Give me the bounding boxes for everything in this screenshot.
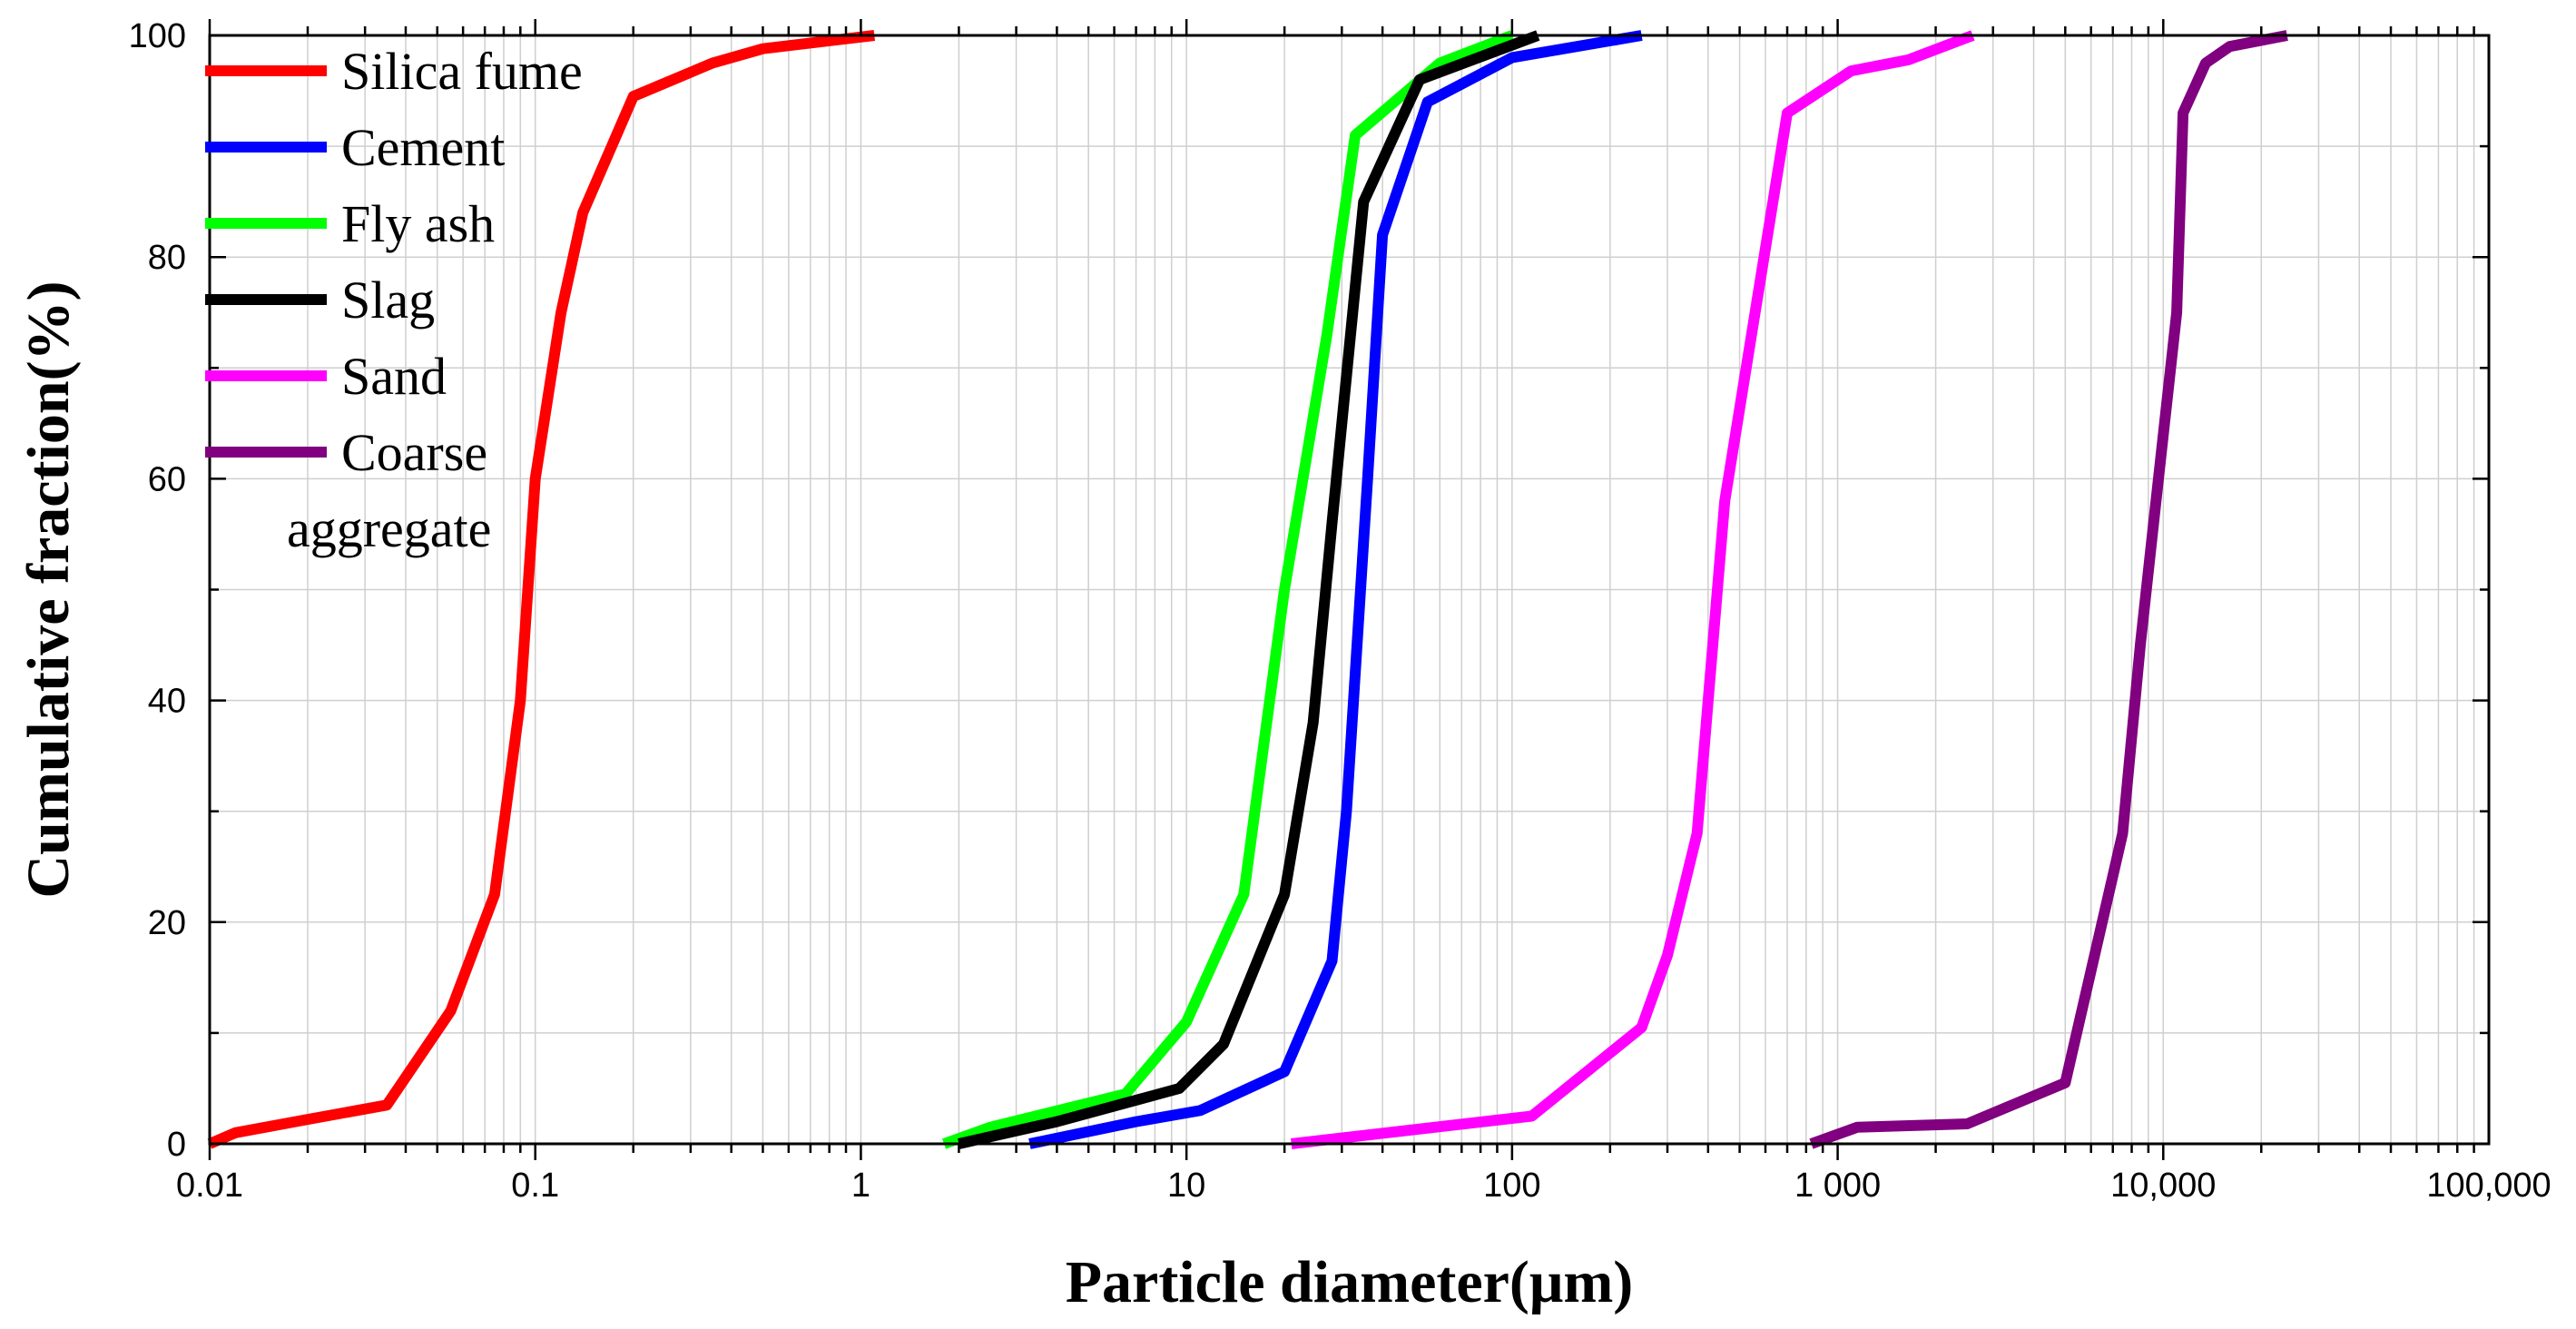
x-tick-label: 100 [1483, 1167, 1540, 1205]
x-tick-label: 1 [851, 1167, 870, 1205]
x-tick-label: 100,000 [2426, 1167, 2551, 1205]
legend-label-silica-fume: Silica fume [341, 42, 583, 101]
x-tick-label: 0.01 [176, 1167, 243, 1205]
legend: Silica fume Cement Fly ash Slag Sand Coarse ag… [205, 42, 583, 558]
legend-label-coarse-aggregate: Coarse [341, 423, 487, 482]
y-axis-tick-labels: 0 20 40 60 80 100 [129, 17, 186, 1164]
series-line-fly-ash [941, 30, 1515, 1149]
legend-label-slag: Slag [341, 271, 435, 330]
x-axis-tick-labels: 0.01 0.1 1 10 100 1 000 10,000 100,000 [176, 1167, 2551, 1205]
series-line-coarse-aggregate [1809, 30, 2288, 1149]
legend-label-coarse-aggregate: aggregate [287, 499, 491, 558]
legend-label-cement: Cement [341, 118, 505, 177]
y-tick-label: 100 [129, 17, 186, 55]
x-tick-label: 10,000 [2110, 1167, 2216, 1205]
legend-label-fly-ash: Fly ash [341, 194, 495, 253]
x-tick-label: 1 000 [1794, 1167, 1881, 1205]
series-lines [207, 30, 2288, 1149]
series-line-slag [958, 30, 1540, 1149]
series-line-cement [1028, 30, 1643, 1149]
y-tick-label: 0 [167, 1126, 186, 1164]
y-tick-label: 40 [148, 683, 186, 721]
x-axis-title: Particle diameter(μm) [1066, 1249, 1634, 1315]
x-tick-label: 10 [1167, 1167, 1205, 1205]
y-axis-title: Cumulative fraction(%) [15, 281, 82, 898]
x-tick-label: 0.1 [511, 1167, 559, 1205]
series-line-sand [1291, 30, 1975, 1149]
y-tick-label: 80 [148, 239, 186, 277]
series-line-silica-fume [207, 30, 876, 1149]
axis-ticks [208, 19, 2489, 1160]
y-tick-label: 20 [148, 904, 186, 942]
legend-label-sand: Sand [341, 347, 447, 406]
y-tick-label: 60 [148, 460, 186, 498]
